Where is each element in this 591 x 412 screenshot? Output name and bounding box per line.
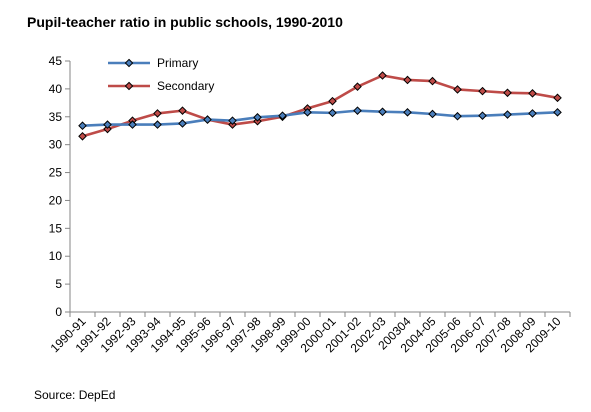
y-tick-label: 40: [49, 82, 63, 96]
data-point-secondary: [328, 96, 337, 106]
data-point-secondary: [503, 88, 512, 98]
y-tick-label: 35: [49, 110, 63, 124]
series-primary: [78, 106, 562, 131]
data-point-primary: [228, 116, 237, 125]
chart-series: [78, 71, 562, 141]
data-point-secondary: [78, 131, 87, 141]
data-point-primary: [453, 111, 462, 121]
data-point-primary: [203, 115, 212, 124]
data-point-secondary: [103, 124, 112, 134]
data-point-secondary: [153, 109, 162, 118]
data-point-primary: [328, 108, 337, 118]
y-tick-label: 25: [49, 166, 63, 180]
x-axis-ticks: 1990-911991-921992-931993-941994-951995-…: [48, 312, 571, 355]
series-line-secondary: [82, 74, 558, 138]
data-point-secondary: [478, 86, 487, 96]
chart-title: Pupil-teacher ratio in public schools, 1…: [27, 14, 343, 30]
data-point-primary: [103, 120, 112, 129]
data-point-secondary: [428, 76, 437, 86]
y-tick-label: 15: [49, 221, 63, 235]
data-point-primary: [428, 109, 437, 119]
data-point-primary: [128, 120, 137, 129]
legend-swatch-marker: [124, 81, 134, 91]
data-point-secondary: [528, 89, 537, 98]
data-point-primary: [553, 108, 562, 117]
legend-swatch-marker: [124, 58, 134, 68]
data-point-primary: [303, 108, 312, 117]
legend-item-primary: Primary: [108, 56, 198, 70]
chart-axes: [69, 61, 570, 313]
data-point-secondary: [453, 85, 462, 94]
data-point-secondary: [178, 106, 187, 115]
y-tick-label: 30: [49, 138, 63, 152]
data-point-primary: [503, 110, 512, 119]
y-axis-ticks: 0 5 10 15 20 25 30 35 40 45: [49, 54, 70, 319]
legend-label: Primary: [157, 56, 198, 70]
data-point-primary: [378, 107, 387, 117]
data-point-primary: [278, 111, 287, 120]
y-tick-label: 10: [49, 249, 63, 263]
y-tick-label: 5: [55, 277, 62, 291]
data-point-secondary: [353, 82, 362, 91]
legend-label: Secondary: [157, 79, 214, 93]
y-tick-label: 45: [49, 54, 63, 68]
y-tick-label: 0: [55, 305, 62, 319]
data-point-primary: [528, 109, 537, 118]
data-point-primary: [253, 113, 262, 122]
data-point-primary: [153, 120, 162, 129]
y-tick-label: 20: [49, 193, 63, 207]
data-point-primary: [478, 111, 487, 120]
legend-item-secondary: Secondary: [108, 79, 214, 93]
data-point-primary: [178, 119, 187, 128]
data-point-primary: [403, 108, 412, 117]
data-point-secondary: [403, 75, 412, 85]
data-point-secondary: [553, 93, 562, 103]
chart-legend: Primary Secondary: [108, 56, 214, 93]
data-point-primary: [78, 121, 87, 131]
data-point-primary: [353, 106, 362, 115]
data-point-secondary: [378, 71, 387, 80]
source-note: Source: DepEd: [34, 388, 115, 402]
series-secondary: [78, 71, 562, 141]
